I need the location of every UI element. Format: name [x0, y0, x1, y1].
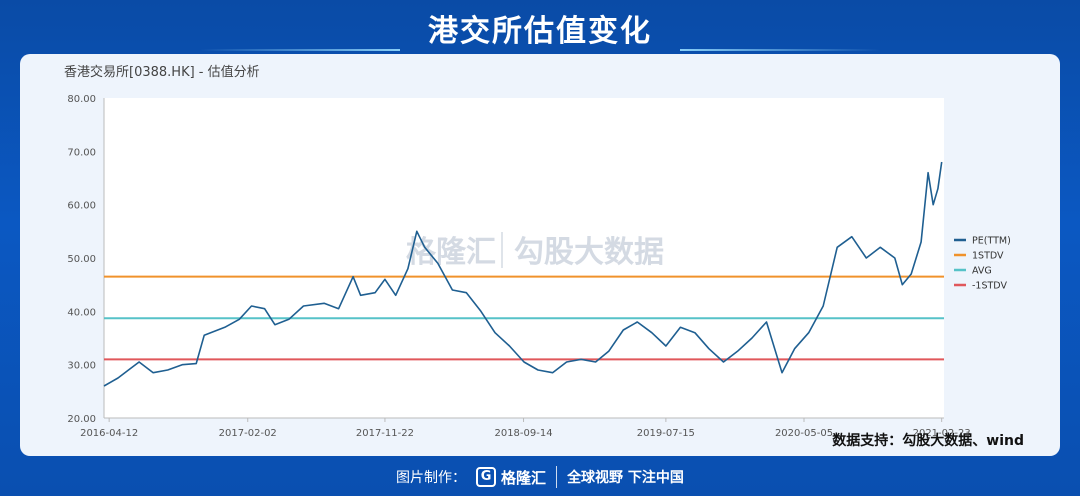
- reference-lines: [104, 275, 944, 361]
- y-tick-label: 50.00: [67, 254, 96, 265]
- plot-area: [104, 98, 944, 418]
- watermark-text: 勾股大数据: [514, 235, 664, 270]
- legend-label: 1STDV: [972, 251, 1004, 262]
- title-deco-line-right: [680, 49, 880, 51]
- y-tick-label: 30.00: [67, 361, 96, 372]
- footer-slogan: 全球视野 下注中国: [567, 470, 684, 486]
- footer-brand: 格隆汇: [501, 468, 547, 487]
- y-tick-label: 60.00: [67, 201, 96, 212]
- x-tick-label: 2021-02-23: [913, 428, 971, 439]
- chart-title: 香港交易所[0388.HK] - 估值分析: [64, 64, 260, 80]
- y-tick-label: 20.00: [67, 414, 96, 425]
- legend: PE(TTM) 1STDV AVG -1STDV: [954, 236, 1011, 292]
- x-tick-label: 2018-09-14: [494, 428, 552, 439]
- y-tick-label: 40.00: [67, 307, 96, 318]
- valuation-chart: 香港交易所[0388.HK] - 估值分析 格隆汇 勾股大数据 20.00 30.…: [64, 64, 1011, 439]
- x-tick-label: 2017-11-22: [356, 428, 414, 439]
- watermark: 格隆汇 勾股大数据: [406, 232, 664, 270]
- footer: 图片制作： G 格隆汇 全球视野 下注中国: [0, 462, 1080, 492]
- brand-logo-icon: G: [476, 467, 497, 487]
- chart-card: 香港交易所[0388.HK] - 估值分析 格隆汇 勾股大数据 20.00 30.…: [20, 54, 1060, 456]
- x-tick-label: 2019-07-15: [637, 428, 695, 439]
- footer-label: 图片制作：: [396, 470, 467, 486]
- watermark-brand: 格隆汇: [406, 235, 496, 270]
- source-note: 数据支持：勾股大数据、wind: [832, 433, 1024, 449]
- x-tick-label: 2017-02-02: [219, 428, 277, 439]
- pe-ttm-line: [103, 161, 943, 387]
- y-tick-label: 70.00: [67, 147, 96, 158]
- legend-label: PE(TTM): [972, 236, 1011, 247]
- page-title: 港交所估值变化: [428, 14, 652, 49]
- series-lines: [103, 161, 943, 387]
- x-axis: 2016-04-12 2017-02-02 2017-11-22 2018-09-14…: [80, 417, 971, 439]
- footer-logo: G 格隆汇: [476, 467, 546, 488]
- footer-divider: [556, 466, 558, 488]
- y-tick-label: 80.00: [67, 94, 96, 105]
- legend-label: AVG: [972, 266, 992, 277]
- y-axis: 20.00 30.00 40.00 50.00 60.00 70.00 80.00: [67, 94, 105, 425]
- legend-label: -1STDV: [972, 281, 1007, 292]
- x-tick-label: 2016-04-12: [80, 428, 138, 439]
- x-tick-label: 2020-05-05: [775, 428, 833, 439]
- title-deco-line-left: [200, 49, 400, 51]
